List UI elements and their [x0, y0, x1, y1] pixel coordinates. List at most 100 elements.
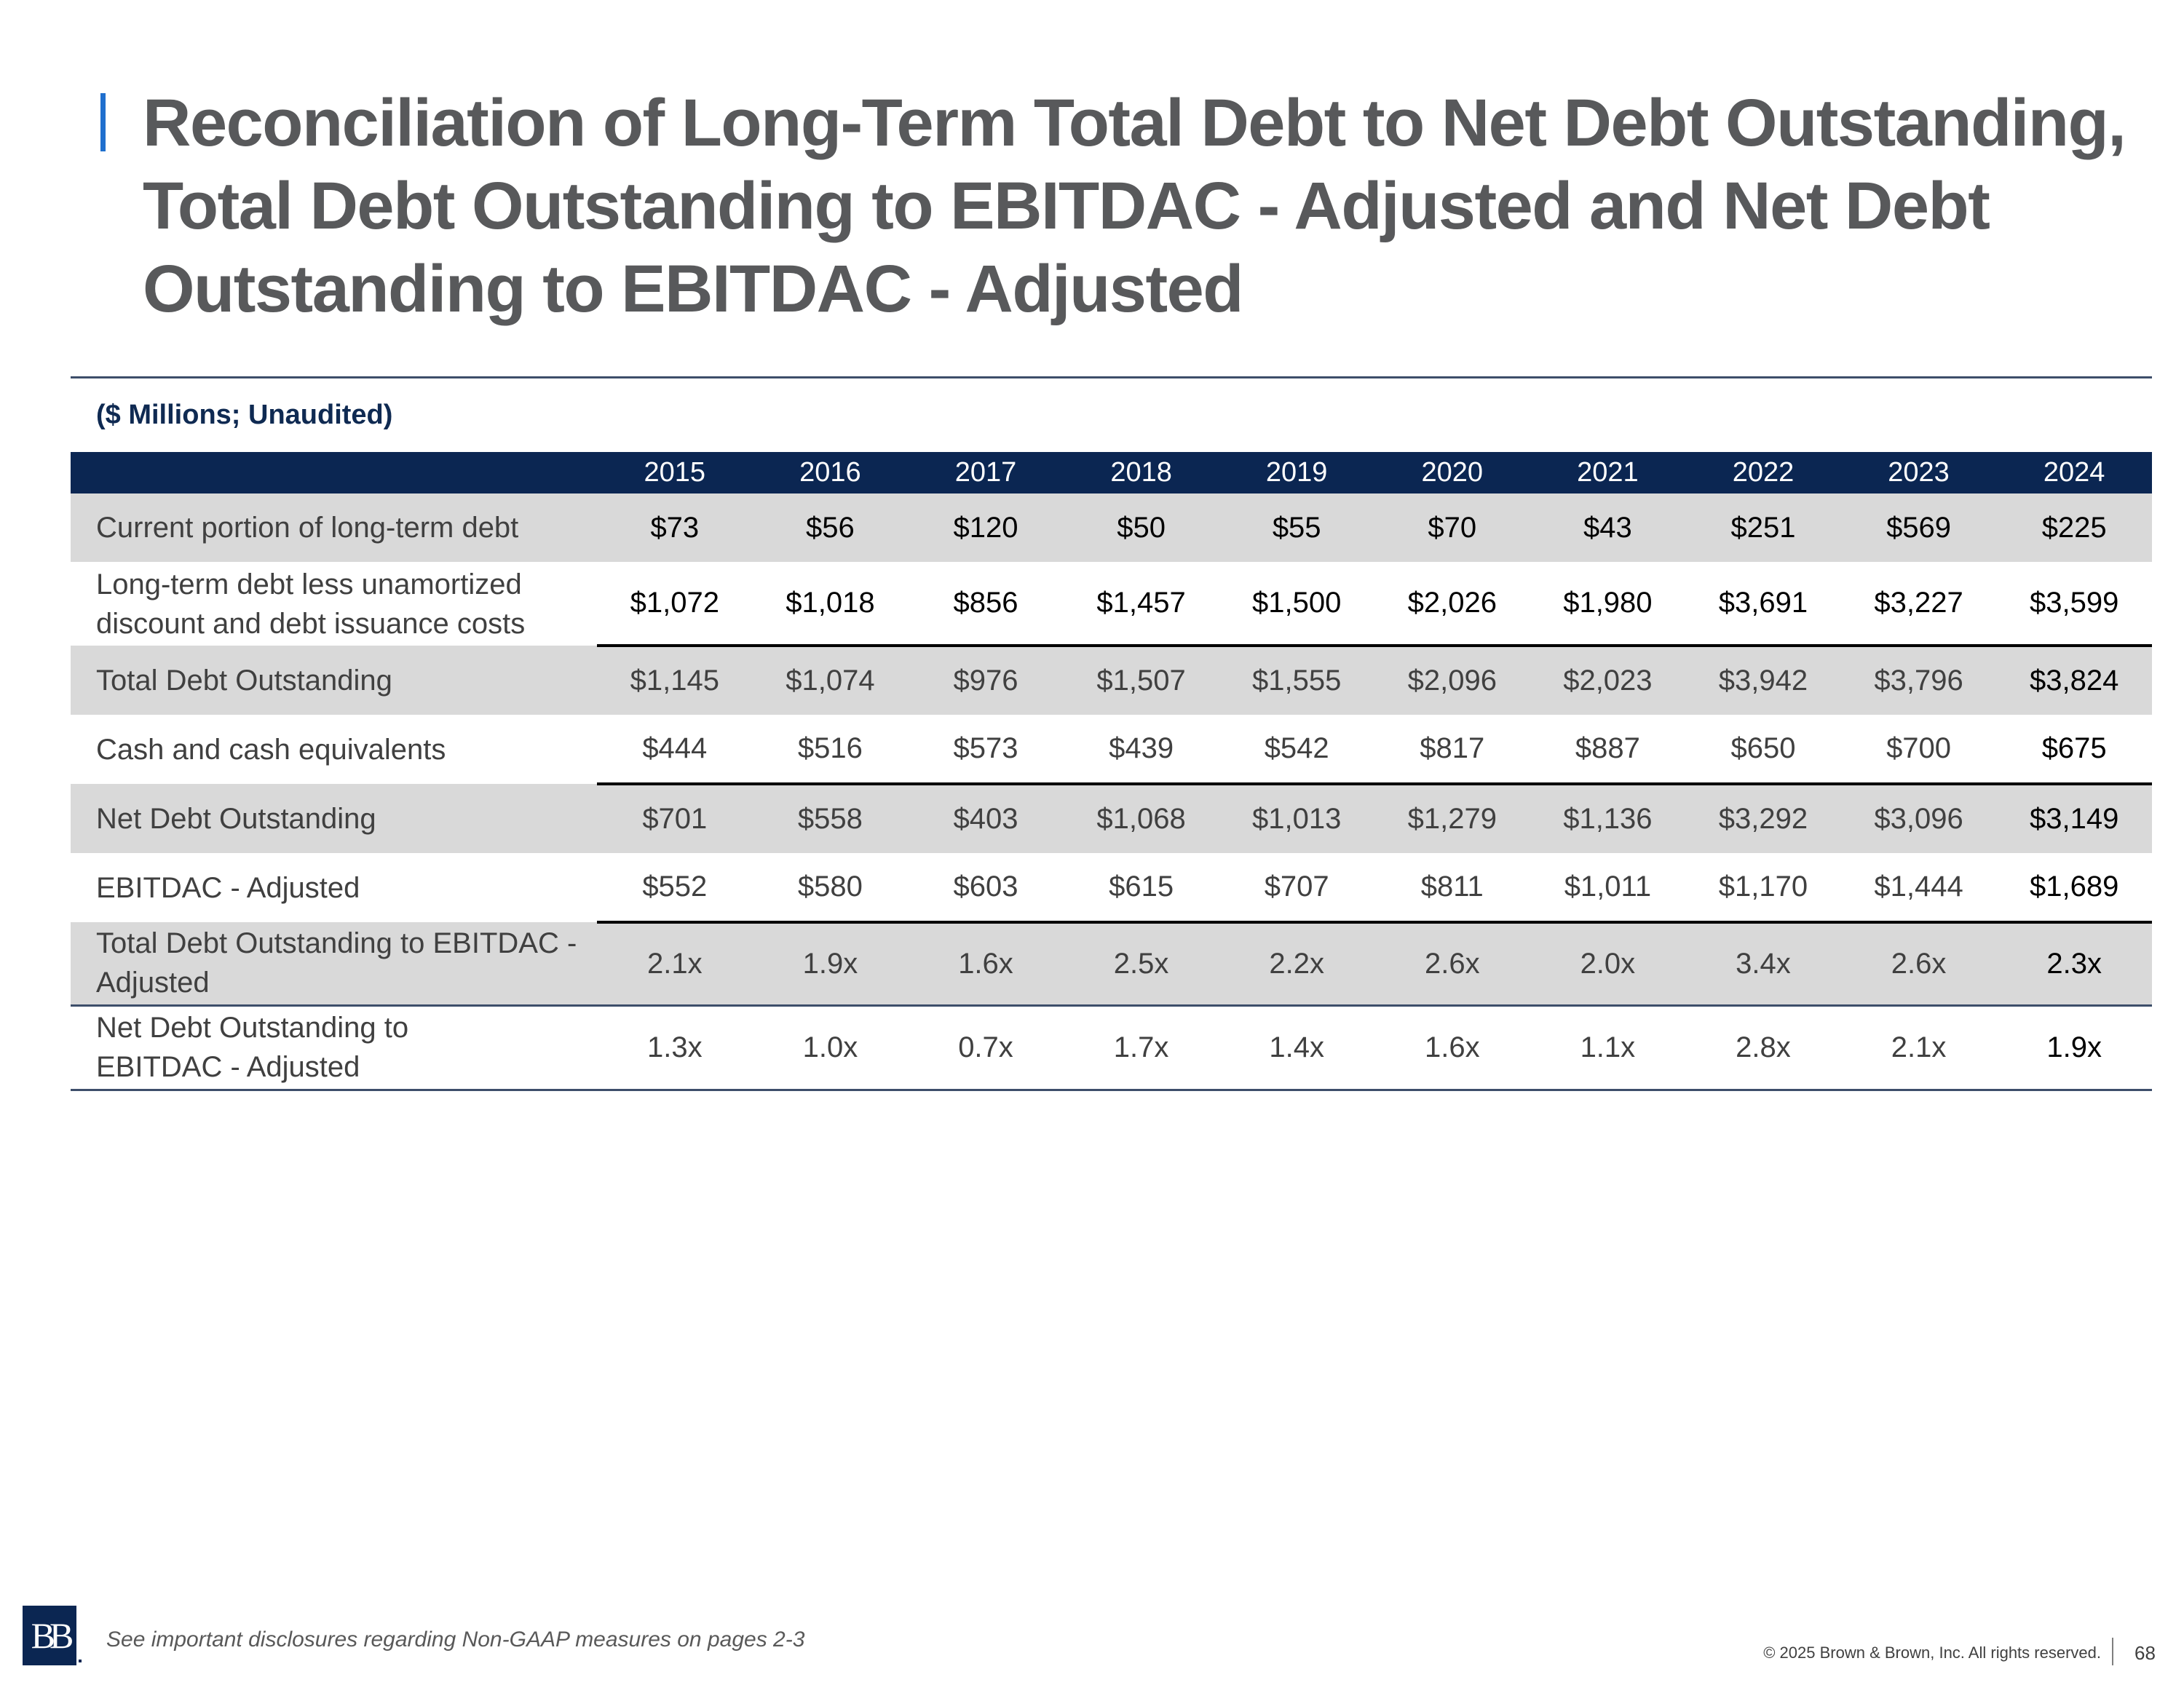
table-row: Net Debt Outstanding to EBITDAC - Adjust…: [71, 1005, 2152, 1091]
table-cell: $50: [1117, 511, 1166, 544]
table-row: EBITDAC - Adjusted $552 $580 $603 $615 $…: [71, 853, 2152, 924]
row-label: Net Debt Outstanding to EBITDAC - Adjust…: [71, 1005, 598, 1091]
table-header-row: 2015 2016 2017 2018 2019 2020 2021 2022 …: [71, 452, 2152, 493]
row-label: EBITDAC - Adjusted: [96, 871, 360, 904]
row-label: Net Debt Outstanding: [96, 802, 376, 835]
page-number: 68: [2134, 1642, 2156, 1664]
table-row: Net Debt Outstanding $701 $558 $403 $1,0…: [71, 784, 2152, 853]
table-cell: $403: [953, 803, 1018, 835]
footer-divider: [2112, 1638, 2113, 1665]
table-cell: $1,074: [786, 665, 875, 697]
year-header: 2024: [2043, 457, 2105, 488]
logo-monogram: BB: [31, 1615, 74, 1656]
table-cell: $516: [752, 715, 909, 785]
table-cell: $1,444: [1840, 853, 1997, 924]
table-cell: $3,599: [1996, 562, 2152, 647]
table-cell: 2.6x: [1374, 922, 1530, 1007]
table-row: Long-term debt less unamortized discount…: [71, 562, 2152, 647]
table-cell: $707: [1219, 853, 1374, 924]
table-cell: 2.6x: [1840, 922, 1997, 1007]
table-cell: $1,136: [1563, 803, 1653, 835]
copyright-notice: © 2025 Brown & Brown, Inc. All rights re…: [1763, 1644, 2101, 1662]
table-cell: $580: [752, 853, 909, 924]
row-label: Total Debt Outstanding: [96, 664, 392, 697]
header-label-cell: [71, 452, 597, 493]
title-divider: [71, 376, 2152, 378]
table-cell: $1,013: [1252, 803, 1342, 835]
row-label: Cash and cash equivalents: [96, 733, 446, 766]
table-cell: $1,980: [1530, 562, 1686, 647]
page-title: Reconciliation of Long-Term Total Debt t…: [143, 86, 2126, 326]
table-cell: 2.2x: [1219, 922, 1374, 1007]
table-cell: $976: [953, 665, 1018, 697]
table-cell: $1,011: [1530, 853, 1686, 924]
table-cell: 1.3x: [597, 1005, 753, 1091]
table-cell: $569: [1886, 511, 1952, 544]
logo-trademark-dot: [79, 1660, 82, 1662]
table-cell: 2.0x: [1530, 922, 1686, 1007]
table-cell: $573: [908, 715, 1064, 785]
table-cell: 2.5x: [1063, 922, 1219, 1007]
table-cell: $542: [1219, 715, 1374, 785]
table-cell: $650: [1685, 715, 1841, 785]
table-cell: $3,824: [2030, 665, 2119, 697]
table-cell: $1,072: [597, 562, 753, 647]
table-cell: $3,691: [1685, 562, 1841, 647]
table-cell: $675: [1996, 715, 2152, 785]
table-cell: $603: [908, 853, 1064, 924]
table-cell: $700: [1840, 715, 1997, 785]
table-cell: $1,500: [1219, 562, 1374, 647]
table-cell: $811: [1374, 853, 1530, 924]
table-cell: 1.6x: [908, 922, 1064, 1007]
table-cell: $120: [953, 511, 1018, 544]
table-cell: $856: [908, 562, 1064, 647]
table-row: Total Debt Outstanding to EBITDAC - Adju…: [71, 922, 2152, 1007]
year-header: 2016: [799, 457, 861, 488]
table-cell: $1,068: [1096, 803, 1186, 835]
table-cell: 1.6x: [1374, 1005, 1530, 1091]
table-cell: $3,942: [1718, 665, 1808, 697]
reconciliation-table: 2015 2016 2017 2018 2019 2020 2021 2022 …: [71, 452, 2152, 1091]
table-cell: 1.9x: [752, 922, 909, 1007]
row-label: Total Debt Outstanding to EBITDAC - Adju…: [71, 922, 598, 1007]
table-cell: 0.7x: [908, 1005, 1064, 1091]
table-row: Cash and cash equivalents $444 $516 $573…: [71, 715, 2152, 785]
table-cell: 1.4x: [1219, 1005, 1374, 1091]
table-row: Total Debt Outstanding $1,145 $1,074 $97…: [71, 646, 2152, 715]
table-cell: $1,507: [1096, 665, 1186, 697]
table-cell: $1,555: [1252, 665, 1342, 697]
table-cell: $1,018: [752, 562, 909, 647]
title-accent-bar: [100, 93, 106, 151]
table-cell: $43: [1583, 511, 1632, 544]
year-header: 2022: [1732, 457, 1795, 488]
table-cell: $552: [597, 853, 753, 924]
table-cell: $439: [1063, 715, 1219, 785]
table-cell: $444: [597, 715, 753, 785]
table-cell: $3,096: [1874, 803, 1963, 835]
table-cell: 1.9x: [1996, 1005, 2152, 1091]
year-header: 2023: [1888, 457, 1950, 488]
table-cell: $887: [1530, 715, 1686, 785]
table-cell: $3,796: [1874, 665, 1963, 697]
table-cell: $701: [642, 803, 708, 835]
table-cell: 3.4x: [1685, 922, 1841, 1007]
table-cell: $615: [1063, 853, 1219, 924]
non-gaap-disclosure: See important disclosures regarding Non-…: [106, 1627, 805, 1652]
table-cell: 1.1x: [1530, 1005, 1686, 1091]
table-cell: $1,689: [1996, 853, 2152, 924]
table-cell: $3,149: [2030, 803, 2119, 835]
table-cell: $55: [1272, 511, 1321, 544]
table-cell: $2,096: [1407, 665, 1497, 697]
table-cell: $1,170: [1685, 853, 1841, 924]
table-cell: $225: [2041, 511, 2107, 544]
table-cell: $2,026: [1374, 562, 1530, 647]
table-cell: $70: [1428, 511, 1477, 544]
table-cell: 1.0x: [752, 1005, 909, 1091]
table-cell: $3,227: [1840, 562, 1997, 647]
table-cell: 2.8x: [1685, 1005, 1841, 1091]
year-header: 2021: [1577, 457, 1639, 488]
table-cell: $3,292: [1718, 803, 1808, 835]
table-cell: $2,023: [1563, 665, 1653, 697]
year-header: 2019: [1265, 457, 1328, 488]
table-cell: $1,279: [1407, 803, 1497, 835]
